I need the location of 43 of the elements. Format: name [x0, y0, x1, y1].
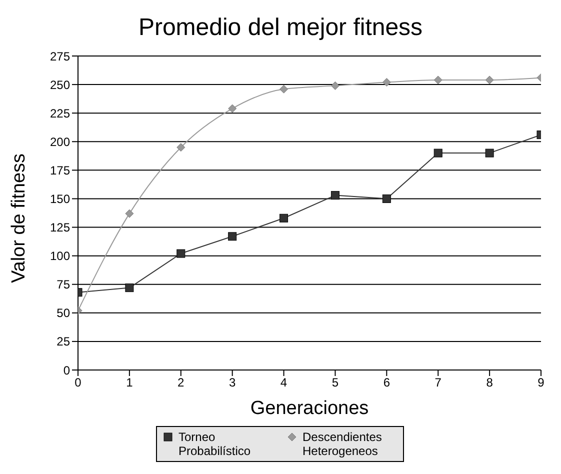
y-tick-label: 0	[63, 363, 70, 378]
point	[382, 194, 391, 203]
y-tick-label: 150	[50, 192, 70, 206]
y-tick-label: 125	[50, 220, 70, 235]
x-tick-label: 9	[538, 376, 545, 390]
point	[280, 214, 288, 222]
point	[125, 209, 134, 218]
point	[228, 104, 237, 113]
y-tick-label: 50	[56, 306, 70, 320]
x-tick-label: 5	[332, 376, 339, 390]
legend-label: Descendientes Heterogeneos	[302, 430, 383, 458]
point	[176, 143, 186, 152]
x-tick-label: 4	[280, 376, 288, 390]
y-tick-label: 275	[50, 49, 70, 64]
y-tick-label: 25	[56, 334, 70, 349]
point	[330, 191, 340, 200]
y-tick-label: 175	[50, 163, 70, 178]
x-tick-label: 1	[126, 376, 134, 390]
x-tick-label: 7	[434, 376, 442, 390]
point	[280, 84, 288, 94]
point	[434, 148, 442, 158]
point	[485, 148, 494, 158]
chart-title: Promedio del mejor fitness	[137, 13, 424, 43]
y-tick-label: 250	[50, 78, 70, 92]
y-axis-title: Valor de fitness	[8, 153, 30, 283]
point	[228, 232, 237, 241]
point	[125, 284, 134, 292]
point	[330, 81, 340, 90]
y-tick-label: 100	[50, 249, 70, 264]
legend-label: Torneo Probabilístico	[178, 430, 252, 458]
point	[382, 78, 391, 87]
y-tick-label: 225	[50, 106, 70, 120]
point	[434, 76, 442, 84]
point	[485, 76, 494, 84]
x-tick-label: 8	[486, 376, 494, 390]
x-tick-label: 6	[383, 376, 390, 390]
x-tick-label: 3	[228, 376, 236, 390]
y-tick-label: 200	[50, 134, 70, 149]
x-tick-label: 0	[74, 376, 82, 390]
point	[176, 249, 186, 258]
y-tick-label: 75	[56, 278, 70, 292]
x-tick-label: 2	[178, 376, 185, 390]
x-axis-title: Generaciones	[250, 398, 369, 419]
